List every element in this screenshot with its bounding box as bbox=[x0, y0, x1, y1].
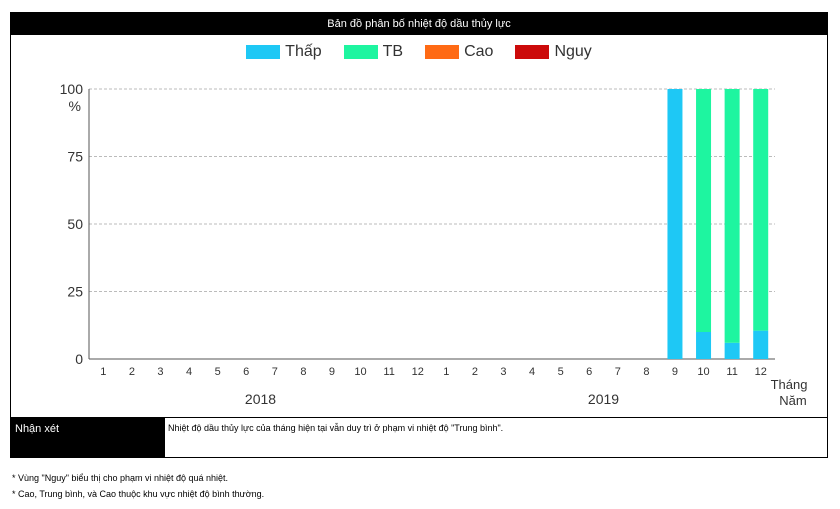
comment-row: Nhận xét Nhiệt độ dầu thủy lực của tháng… bbox=[11, 417, 827, 458]
x-year-label: 2019 bbox=[588, 391, 619, 407]
bar-segment bbox=[753, 89, 769, 331]
y-tick-label: 100 bbox=[60, 81, 84, 97]
notes: * Vùng "Nguy" biểu thị cho phạm vi nhiệt… bbox=[12, 470, 264, 502]
bar-segment bbox=[724, 89, 740, 343]
x-tick-label: 9 bbox=[672, 366, 678, 378]
bar-segment bbox=[724, 342, 740, 359]
comment-text: Nhiệt độ dầu thủy lực của tháng hiện tại… bbox=[168, 423, 504, 433]
note-normal: * Cao, Trung bình, và Cao thuộc khu vực … bbox=[12, 489, 265, 499]
x-tick-label: 7 bbox=[615, 366, 621, 378]
x-tick-label: 7 bbox=[272, 366, 278, 378]
x-tick-label: 12 bbox=[412, 366, 424, 378]
x-tick-label: 10 bbox=[697, 366, 709, 378]
x-tick-label: 10 bbox=[354, 366, 366, 378]
x-tick-label: 11 bbox=[383, 366, 394, 378]
chart-title: Bản đồ phân bố nhiệt độ dầu thủy lực bbox=[11, 13, 827, 35]
x-tick-label: 8 bbox=[300, 366, 306, 378]
y-tick-label: 25 bbox=[67, 284, 83, 300]
x-tick-label: 5 bbox=[215, 366, 221, 378]
bar-segment bbox=[753, 330, 769, 359]
note-overheat: * Vùng "Nguy" biểu thị cho phạm vi nhiệt… bbox=[12, 473, 229, 483]
x-axis-label-month: Tháng bbox=[771, 377, 808, 392]
y-axis-label: % bbox=[69, 98, 81, 114]
legend-item: Cao bbox=[425, 43, 493, 61]
legend-item: Thấp bbox=[246, 43, 322, 61]
x-tick-label: 9 bbox=[329, 366, 335, 378]
legend-item: TB bbox=[343, 43, 404, 61]
bar-segment bbox=[696, 89, 712, 332]
y-tick-label: 75 bbox=[67, 149, 83, 165]
y-tick-label: 0 bbox=[75, 351, 83, 367]
legend-label: TB bbox=[382, 43, 404, 60]
x-tick-label: 3 bbox=[500, 366, 506, 378]
x-tick-label: 12 bbox=[755, 366, 767, 378]
legend-swatch bbox=[515, 45, 550, 59]
x-tick-label: 2 bbox=[129, 366, 135, 378]
x-tick-label: 3 bbox=[157, 366, 163, 378]
report-frame: Bản đồ phân bố nhiệt độ dầu thủy lực Thấ… bbox=[10, 12, 828, 458]
legend-label: Thấp bbox=[285, 43, 322, 60]
x-tick-label: 1 bbox=[443, 366, 449, 378]
legend-label: Nguy bbox=[554, 43, 592, 60]
x-tick-label: 4 bbox=[529, 366, 535, 378]
legend-item: Nguy bbox=[515, 43, 592, 61]
x-tick-label: 4 bbox=[186, 366, 192, 378]
bar-segment bbox=[667, 89, 683, 359]
legend-swatch bbox=[343, 45, 378, 59]
y-tick-label: 50 bbox=[67, 216, 83, 232]
legend: Thấp TB Cao Nguy bbox=[11, 43, 827, 61]
x-year-label: 2018 bbox=[245, 391, 276, 407]
x-tick-label: 6 bbox=[586, 366, 592, 378]
chart-area: Thấp TB Cao Nguy 0 25 50 75 100% 1 2 3 4 5 6 7 8 9 10 11 12… bbox=[11, 35, 827, 417]
x-tick-label: 11 bbox=[726, 366, 737, 378]
bar-segment bbox=[696, 332, 712, 359]
x-tick-label: 1 bbox=[100, 366, 106, 378]
x-tick-label: 8 bbox=[643, 366, 649, 378]
legend-swatch bbox=[246, 45, 281, 59]
x-tick-label: 6 bbox=[243, 366, 249, 378]
x-axis-label-year: Năm bbox=[779, 393, 806, 408]
x-tick-label: 5 bbox=[558, 366, 564, 378]
x-tick-label: 2 bbox=[472, 366, 478, 378]
legend-label: Cao bbox=[464, 43, 494, 60]
legend-swatch bbox=[425, 45, 460, 59]
comment-label: Nhận xét bbox=[11, 418, 165, 458]
